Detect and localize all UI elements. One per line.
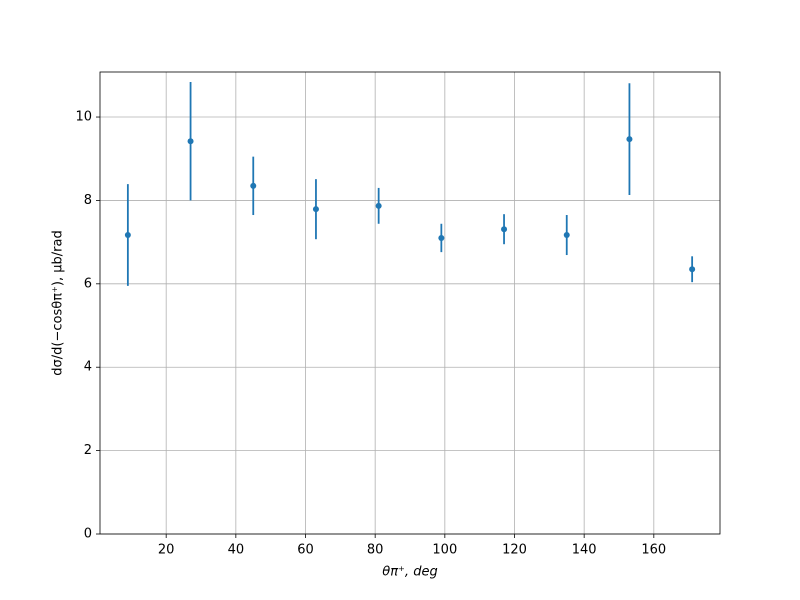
y-tick-label: 10 [75,110,92,125]
y-tick-label: 4 [84,360,92,375]
x-tick-label: 60 [297,543,314,558]
data-point [124,232,131,239]
data-point [626,136,633,143]
data-point [312,206,319,213]
x-tick-label: 100 [432,543,457,558]
data-point [375,202,382,209]
data-point [187,138,194,145]
data-point [250,182,257,189]
x-tick-label: 40 [228,543,245,558]
x-tick-label: 140 [572,543,597,558]
data-point [563,232,570,239]
plot-frame [99,71,721,535]
data-point [438,234,445,241]
y-tick-label: 6 [84,276,92,291]
data-point [501,226,508,233]
y-axis-label: dσ/d(−cosθπ⁺), μb/rad [51,230,66,375]
x-tick-label: 20 [158,543,175,558]
y-tick-label: 2 [84,443,92,458]
y-tick-label: 8 [84,193,92,208]
data-point [689,266,696,273]
x-tick-label: 160 [641,543,666,558]
x-axis-label: θπ⁺, deg [382,565,437,580]
x-tick-label: 80 [367,543,384,558]
y-tick-label: 0 [84,527,92,542]
x-tick-label: 120 [502,543,527,558]
